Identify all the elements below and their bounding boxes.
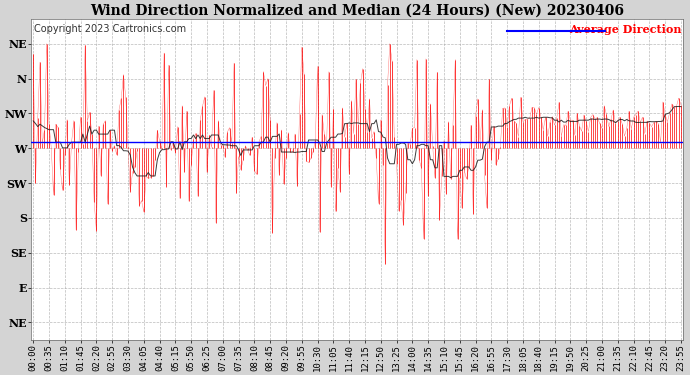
Text: Average Direction: Average Direction [569,24,682,35]
Text: Copyright 2023 Cartronics.com: Copyright 2023 Cartronics.com [34,24,186,34]
Title: Wind Direction Normalized and Median (24 Hours) (New) 20230406: Wind Direction Normalized and Median (24… [90,4,624,18]
